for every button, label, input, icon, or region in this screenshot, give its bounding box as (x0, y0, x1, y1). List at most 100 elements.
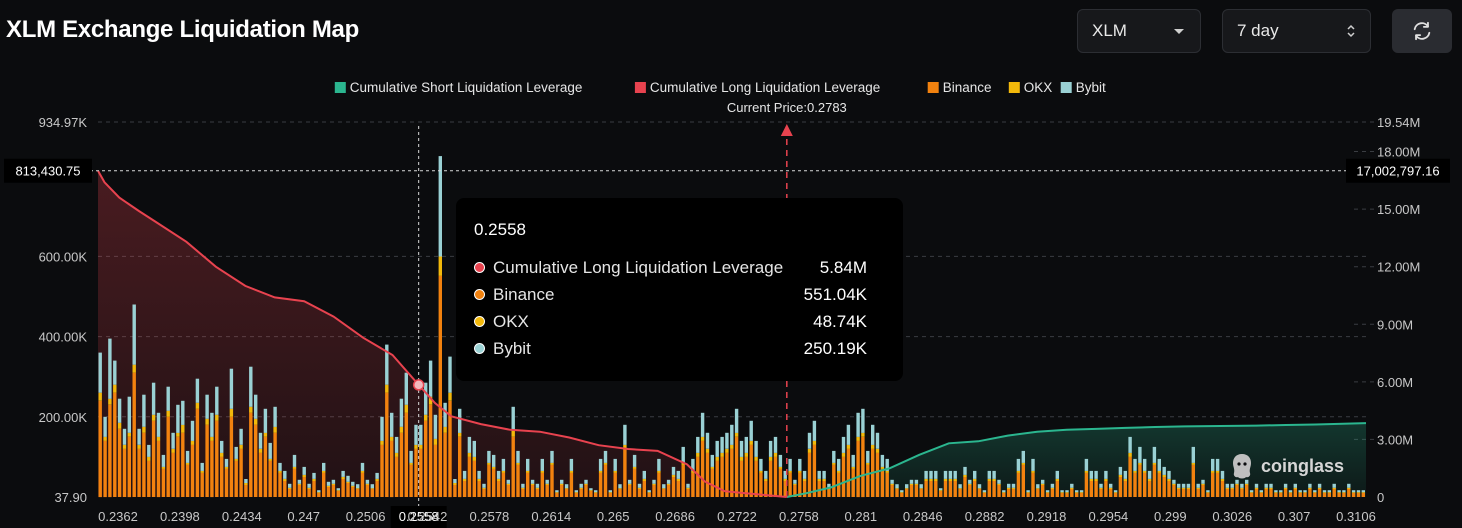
bar-bybit (356, 484, 360, 489)
bar-bybit (108, 338, 112, 399)
bar-binance (700, 440, 705, 498)
cumulative-lines (97, 170, 1367, 498)
bar-bybit (1060, 490, 1064, 493)
bar-bybit (200, 462, 204, 471)
bar-binance (1283, 489, 1288, 497)
bar-bybit (1254, 483, 1259, 488)
bar-binance (428, 404, 433, 498)
bar-bybit (875, 432, 880, 449)
bar-okx (720, 452, 724, 457)
bar-binance (530, 485, 535, 497)
bar-bybit (880, 454, 885, 467)
bar-bybit (1152, 446, 1157, 463)
bar-okx (1031, 470, 1035, 473)
refresh-button[interactable] (1392, 9, 1452, 53)
bar-okx (851, 466, 855, 469)
bar-bybit (1298, 490, 1302, 493)
bar-okx (783, 479, 787, 481)
bar-bybit (846, 424, 851, 445)
bar-okx (166, 410, 170, 417)
crosshair-right-tag (1346, 158, 1450, 183)
bar-okx (657, 470, 661, 473)
bar-okx (390, 436, 394, 441)
bar-bybit (521, 483, 525, 488)
bar-okx (1317, 487, 1322, 489)
bar-okx (550, 462, 554, 465)
bar-binance (1065, 493, 1069, 497)
bar-binance (273, 432, 277, 497)
chevron-down-icon (1174, 29, 1184, 34)
bar-okx (1104, 479, 1108, 481)
tooltip-row-value: 250.19K (803, 338, 867, 358)
bar-okx (176, 432, 180, 437)
bar-binance (205, 424, 209, 497)
bar-bybit (477, 470, 481, 479)
bar-okx (632, 466, 637, 469)
bar-binance (560, 485, 564, 497)
bar-binance (385, 392, 389, 497)
bar-okx (880, 466, 885, 469)
bar-binance (1060, 493, 1064, 497)
bar-binance (122, 448, 127, 497)
bar-bybit (793, 479, 797, 484)
tooltip-row-value: 551.04K (803, 284, 867, 304)
bar-bybit (598, 458, 603, 471)
bar-okx (132, 364, 136, 373)
x-axis-tick-label: 0.247 (287, 509, 320, 524)
tooltip-row-label: Binance (493, 284, 555, 304)
bar-bybit (254, 394, 258, 419)
bar-okx (885, 470, 889, 473)
bar-binance (895, 489, 899, 497)
bar-bybit (909, 479, 914, 484)
x-axis-tick-label: 0.307 (1278, 509, 1311, 524)
bar-okx (322, 470, 326, 473)
updown-icon (1347, 24, 1355, 38)
bar-okx (1220, 479, 1225, 481)
bar-okx (443, 426, 447, 433)
bar-okx (1070, 487, 1074, 489)
bar-binance (594, 493, 598, 497)
bar-bybit (1351, 490, 1356, 493)
bar-binance (1303, 493, 1307, 497)
bar-binance (812, 444, 817, 497)
bar-bybit (1201, 479, 1205, 484)
bar-okx (205, 418, 209, 425)
bar-okx (1007, 487, 1011, 489)
bar-binance (1147, 481, 1152, 497)
bar-okx (768, 456, 773, 461)
bar-binance (720, 456, 724, 497)
bar-bybit (1332, 483, 1336, 488)
x-axis-tick-label: 0.2506 (346, 509, 386, 524)
bar-bybit (385, 344, 389, 385)
right-axis-tick-label: 3.00M (1377, 432, 1413, 447)
bar-binance (288, 489, 292, 497)
bar-okx (200, 470, 204, 473)
right-axis-tick-label: 12.00M (1377, 260, 1420, 275)
bar-binance (117, 428, 122, 497)
bar-okx (540, 470, 544, 473)
bar-okx (564, 488, 569, 489)
bar-okx (1293, 487, 1297, 489)
bar-bybit (550, 450, 554, 463)
bar-bybit (851, 454, 855, 467)
bar-binance (1327, 493, 1331, 497)
bar-okx (977, 488, 982, 489)
bar-bybit (127, 396, 131, 433)
bar-binance (113, 392, 117, 497)
bar-bybit (900, 490, 904, 493)
bar-bybit (1128, 436, 1132, 453)
x-axis-tick-label: 0.3106 (1336, 509, 1376, 524)
bar-binance (1279, 493, 1283, 497)
bar-binance (448, 400, 452, 498)
bar-binance (773, 456, 778, 497)
bar-bybit (1138, 446, 1142, 463)
coin-select[interactable]: XLM (1077, 9, 1201, 53)
bar-binance (394, 456, 399, 497)
bar-binance (992, 481, 996, 497)
bar-okx (919, 488, 923, 489)
bar-bybit (501, 458, 506, 471)
bar-okx (798, 470, 802, 473)
range-select[interactable]: 7 day (1222, 9, 1371, 53)
bar-binance (1041, 485, 1045, 497)
